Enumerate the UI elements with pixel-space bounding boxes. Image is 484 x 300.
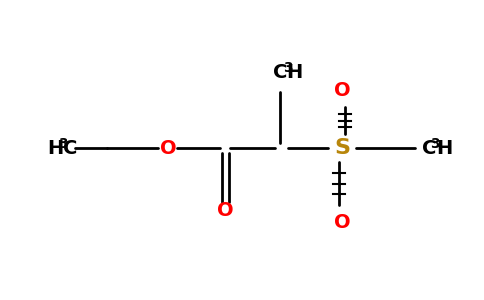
Text: O: O: [160, 139, 176, 158]
Text: H: H: [436, 139, 452, 158]
Text: H: H: [286, 62, 302, 82]
Text: O: O: [217, 200, 233, 220]
Text: 3: 3: [58, 137, 68, 151]
Text: O: O: [333, 80, 350, 100]
Text: C: C: [273, 62, 287, 82]
Text: C: C: [422, 139, 437, 158]
Text: 3: 3: [283, 61, 293, 75]
Text: S: S: [334, 138, 350, 158]
Text: H: H: [47, 139, 63, 158]
Text: 3: 3: [430, 137, 439, 151]
Text: C: C: [63, 139, 77, 158]
Text: O: O: [333, 212, 350, 232]
